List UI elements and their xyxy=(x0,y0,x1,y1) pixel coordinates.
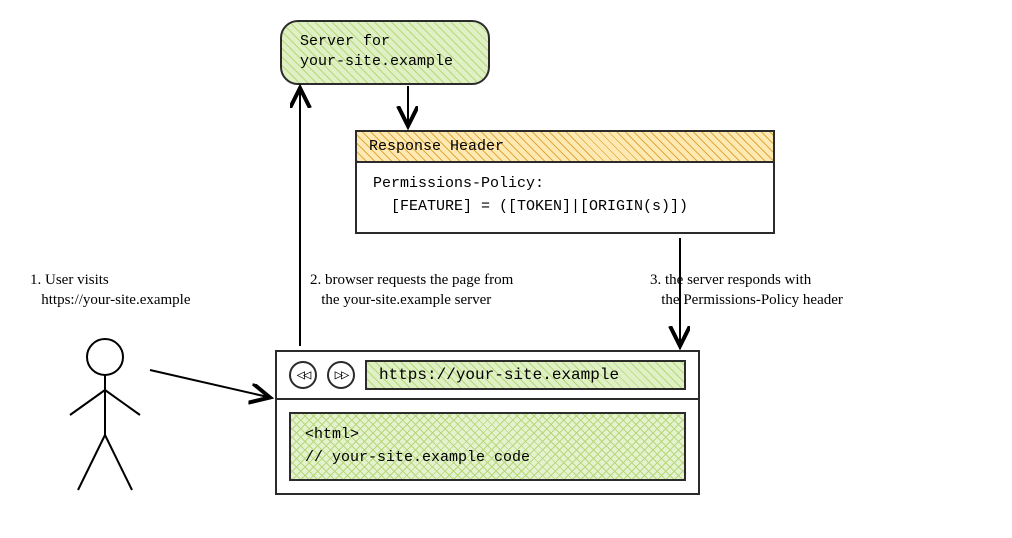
arrow-response-to-browser xyxy=(0,0,1012,538)
